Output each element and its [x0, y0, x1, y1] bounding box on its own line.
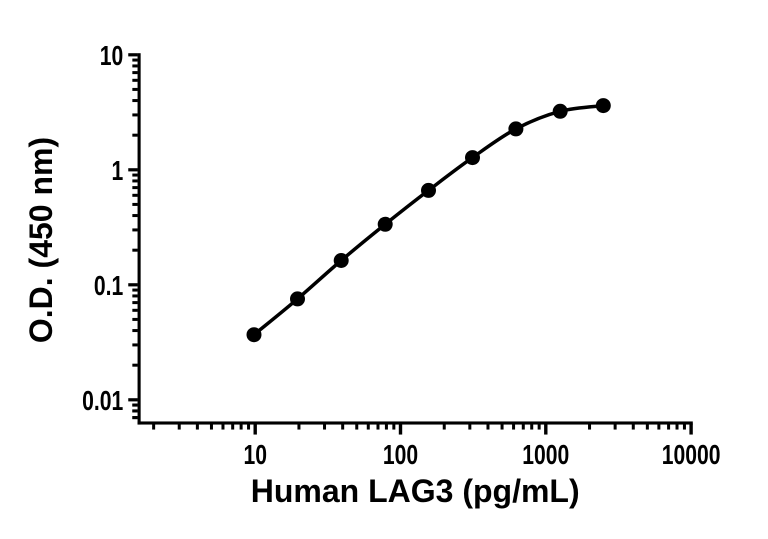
svg-text:0.1: 0.1 — [94, 271, 124, 301]
svg-text:O.D. (450 nm): O.D. (450 nm) — [23, 137, 59, 343]
svg-text:10: 10 — [243, 440, 267, 470]
svg-text:10: 10 — [100, 41, 124, 71]
svg-text:Human LAG3 (pg/mL): Human LAG3 (pg/mL) — [251, 473, 580, 509]
svg-text:10000: 10000 — [662, 440, 721, 470]
svg-text:100: 100 — [383, 440, 418, 470]
svg-text:0.01: 0.01 — [82, 386, 123, 416]
svg-text:1: 1 — [111, 156, 123, 186]
svg-text:1000: 1000 — [522, 440, 569, 470]
